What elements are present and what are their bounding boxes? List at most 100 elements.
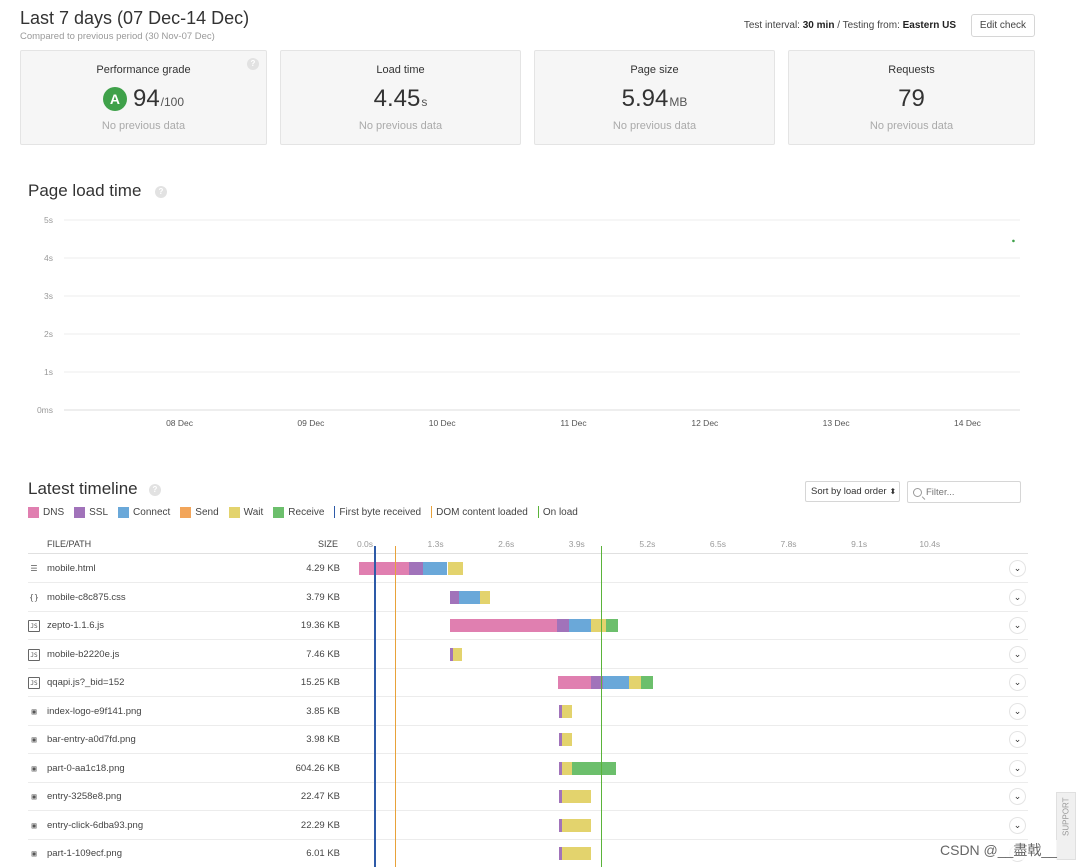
chevron-down-icon[interactable]: ⌄ <box>1009 645 1026 663</box>
chevron-down-icon[interactable]: ⌄ <box>1009 759 1026 777</box>
file-size: 4.29 KB <box>306 563 340 574</box>
bar-ssl <box>556 619 569 632</box>
bar-wait <box>447 562 464 575</box>
card-note: No previous data <box>101 120 186 132</box>
timeline-tick-label: 6.5s <box>709 539 726 549</box>
load-time-unit: s <box>421 95 428 109</box>
file-name: part-1-109ecf.png <box>47 848 122 859</box>
chevron-down-icon[interactable]: ⌄ <box>1009 674 1026 691</box>
edit-check-button[interactable]: Edit check <box>971 14 1035 37</box>
bar-connect <box>602 676 630 689</box>
bar-ssl <box>558 704 562 718</box>
file-name: mobile.html <box>47 563 96 574</box>
legend-swatch <box>273 506 285 518</box>
help-icon[interactable]: ? <box>149 484 161 496</box>
chevron-down-icon[interactable]: ⌄ <box>1009 702 1026 720</box>
legend-swatch <box>228 506 240 518</box>
table-header: FILE/PATH SIZE 0.0s 1.3s 2.6s 3.9s 5.2s 6.5s 7… <box>28 534 1028 554</box>
timeline-tick-label: 3.9s <box>568 539 585 549</box>
sort-select[interactable]: Sort by load order ⬍ <box>805 481 900 502</box>
chevron-down-icon[interactable]: ⌄ <box>1009 788 1026 805</box>
location-value: Eastern US <box>902 20 956 31</box>
bar-ssl <box>450 590 460 604</box>
js-file-icon: JS <box>28 620 40 632</box>
grade-unit: /100 <box>160 95 185 109</box>
bar-ssl <box>558 761 562 775</box>
test-info: Test interval: 30 min / Testing from: Ea… <box>744 20 956 31</box>
data-point <box>1012 239 1015 243</box>
load-time-value: 4.45 <box>373 85 421 112</box>
chevron-down-icon[interactable]: ⌄ <box>1009 731 1026 748</box>
bar-connect <box>422 562 448 575</box>
table-row[interactable]: ▣ part-0-aa1c18.png 604.26 KB ⌄ <box>28 755 1028 783</box>
bar-ssl <box>558 790 562 803</box>
timeline-tick-label: 7.8s <box>780 539 797 549</box>
image-file-icon: ▣ <box>31 792 37 801</box>
bar-dns <box>557 676 591 689</box>
legend-label: Wait <box>243 506 264 518</box>
file-size: 3.79 KB <box>306 591 340 603</box>
legend-label: First byte received <box>339 506 422 518</box>
table-row[interactable]: ▣ entry-3258e8.png 22.47 KB ⌄ <box>28 783 1028 811</box>
chevron-down-icon[interactable]: ⌄ <box>1009 588 1026 606</box>
legend-label: DNS <box>43 506 65 518</box>
legend-label: SSL <box>89 506 109 518</box>
bar-wait <box>561 847 591 860</box>
card-label: Page size <box>630 64 679 76</box>
table-row[interactable]: JS mobile-b2220e.js 7.46 KB ⌄ <box>28 641 1028 669</box>
bar-wait <box>479 590 491 604</box>
page-size-value: 5.94 <box>621 85 669 112</box>
x-tick-label: 14 Dec <box>954 418 982 428</box>
bar-ssl <box>558 847 562 860</box>
bar-ssl <box>558 818 562 832</box>
filter-input[interactable] <box>926 486 1006 498</box>
js-file-icon: JS <box>28 648 40 661</box>
updown-chevron-icon: ⬍ <box>889 487 897 496</box>
file-name: mobile-b2220e.js <box>47 648 120 660</box>
support-tab[interactable]: SUPPORT <box>1056 792 1076 860</box>
card-note: No previous data <box>612 120 697 132</box>
help-icon[interactable]: ? <box>247 58 259 70</box>
table-row[interactable]: JS zepto-1.1.6.js 19.36 KB ⌄ <box>28 612 1028 640</box>
timeline-tick-label: 1.3s <box>427 539 444 549</box>
file-size: 19.36 KB <box>300 620 340 631</box>
magnifier-icon <box>913 487 926 500</box>
table-row[interactable]: ▣ index-logo-e9f141.png 3.85 KB ⌄ <box>28 698 1028 726</box>
legend-label: Send <box>195 506 219 518</box>
card-value: 5.94 MB <box>535 85 774 113</box>
y-tick-label: 2s <box>44 329 53 339</box>
watermark: CSDN @__盡戟__ <box>940 840 1057 860</box>
image-file-icon: ▣ <box>31 763 37 773</box>
timeline-legend: DNS SSL Connect Send Wait Receive First byte r… <box>28 506 588 518</box>
y-tick-label: 4s <box>44 253 53 263</box>
page-title: Last 7 days (07 Dec-14 Dec) <box>20 8 250 28</box>
help-icon[interactable]: ? <box>155 186 167 198</box>
card-label: Requests <box>888 64 935 76</box>
table-row[interactable]: ☰ mobile.html 4.29 KB ⌄ <box>28 555 1028 583</box>
x-tick-label: 12 Dec <box>691 418 719 428</box>
legend-swatch <box>74 506 86 518</box>
first-byte-marker <box>373 546 376 867</box>
filter-field[interactable] <box>907 481 1021 503</box>
file-size: 15.25 KB <box>300 677 340 688</box>
image-file-icon: ▣ <box>31 706 37 716</box>
table-row[interactable]: JS qqapi.js?_bid=152 15.25 KB ⌄ <box>28 669 1028 697</box>
legend-label: On load <box>542 506 578 518</box>
chevron-down-icon[interactable]: ⌄ <box>1009 816 1026 834</box>
chevron-down-icon[interactable]: ⌄ <box>1009 617 1026 634</box>
support-label: SUPPORT <box>1061 797 1071 836</box>
bar-wait <box>561 704 573 718</box>
table-row[interactable]: ▣ bar-entry-a0d7fd.png 3.98 KB ⌄ <box>28 726 1028 754</box>
bar-wait <box>452 647 463 661</box>
legend-swatch <box>118 506 130 518</box>
interval-label: Test interval: <box>743 20 800 31</box>
chevron-down-icon[interactable]: ⌄ <box>1009 560 1026 577</box>
legend-item-dns: DNS <box>28 506 65 518</box>
table-row[interactable]: ▣ entry-click-6dba93.png 22.29 KB ⌄ <box>28 812 1028 840</box>
y-tick-label: 0ms <box>37 405 53 415</box>
table-row[interactable]: {} mobile-c8c875.css 3.79 KB ⌄ <box>28 584 1028 612</box>
legend-item-ssl: SSL <box>74 506 109 518</box>
timeline-tick-label: 2.6s <box>498 539 515 549</box>
card-note: No previous data <box>358 120 443 132</box>
